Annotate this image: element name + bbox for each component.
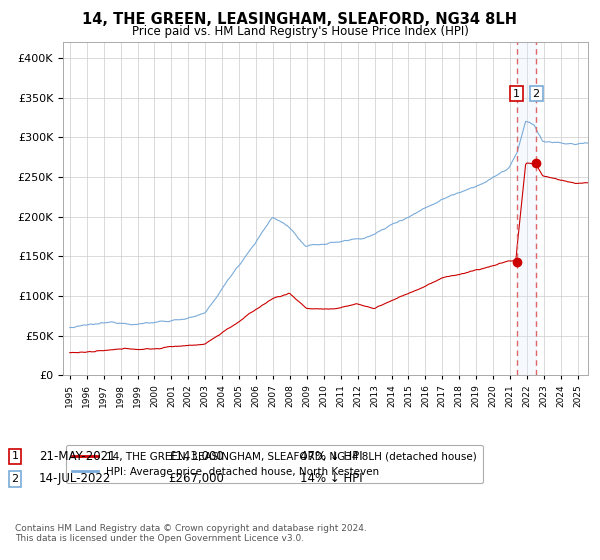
Text: 21-MAY-2021: 21-MAY-2021: [39, 450, 116, 463]
Text: £267,000: £267,000: [168, 472, 224, 486]
Text: 1: 1: [513, 88, 520, 99]
Text: Contains HM Land Registry data © Crown copyright and database right 2024.
This d: Contains HM Land Registry data © Crown c…: [15, 524, 367, 543]
Text: 14, THE GREEN, LEASINGHAM, SLEAFORD, NG34 8LH: 14, THE GREEN, LEASINGHAM, SLEAFORD, NG3…: [83, 12, 517, 27]
Text: Price paid vs. HM Land Registry's House Price Index (HPI): Price paid vs. HM Land Registry's House …: [131, 25, 469, 38]
Text: 1: 1: [11, 451, 19, 461]
Legend: 14, THE GREEN, LEASINGHAM, SLEAFORD, NG34 8LH (detached house), HPI: Average pri: 14, THE GREEN, LEASINGHAM, SLEAFORD, NG3…: [65, 445, 483, 483]
Text: 2: 2: [533, 88, 540, 99]
Bar: [517, 42, 536, 375]
Text: 14-JUL-2022: 14-JUL-2022: [39, 472, 112, 486]
Text: 2: 2: [11, 474, 19, 484]
Text: 47% ↓ HPI: 47% ↓ HPI: [300, 450, 362, 463]
Text: £143,000: £143,000: [168, 450, 224, 463]
Text: 14% ↓ HPI: 14% ↓ HPI: [300, 472, 362, 486]
